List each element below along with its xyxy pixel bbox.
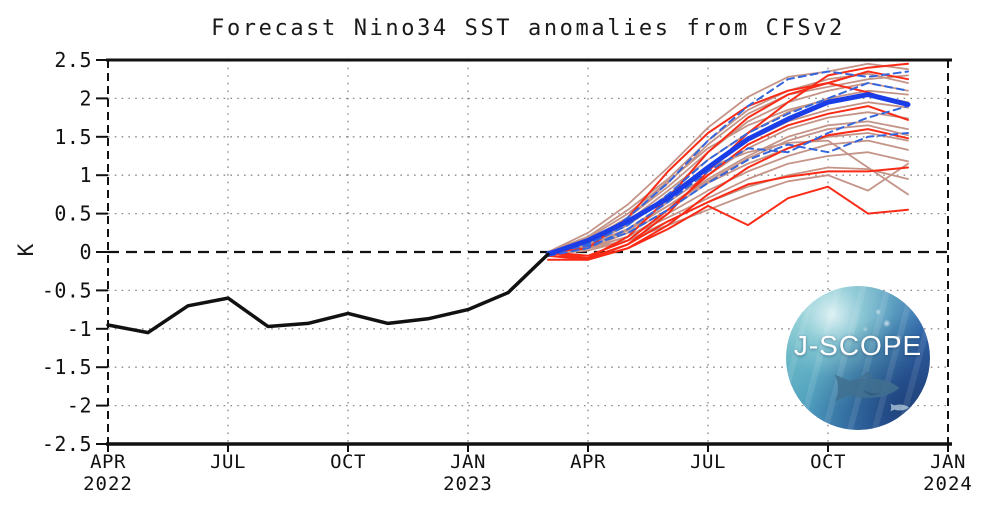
jscope-logo-text: J-SCOPE [793,330,923,361]
x-tick-label: APR [570,451,606,473]
series-member-02 [547,72,909,253]
x-tick-label: APR [90,451,126,473]
x-tick-label: JUL [690,451,726,473]
x-tick-label: OCT [810,451,846,473]
y-tick-label: -0.5 [42,278,92,302]
series-member-07 [547,120,909,253]
x-tick-year-label: 2024 [923,473,973,495]
x-tick-year-label: 2023 [443,473,493,495]
y-tick-label: 1 [79,163,92,187]
series-observed [106,252,550,335]
series-ensemble-mean [545,92,911,257]
y-tick-label: -2.5 [42,432,92,456]
chart-title: Forecast Nino34 SST anomalies from CFSv2 [211,16,845,41]
y-tick-label: 0.5 [54,202,92,226]
x-tick-year-label: 2022 [83,473,133,495]
series-member-22 [547,166,909,260]
series-member-11 [547,166,909,253]
x-tick-label: JUL [210,451,246,473]
y-tick-label: 0 [79,240,92,264]
series-member-23 [547,185,909,261]
series-member-01 [547,62,909,253]
y-tick-label: -1.5 [42,355,92,379]
series-member-15 [547,74,909,253]
x-tick-label: JAN [450,451,486,473]
small-fish-icon [890,403,909,412]
jscope-logo: J-SCOPE [786,286,930,430]
fish-icon [834,371,900,402]
y-tick-label: 2 [79,86,92,110]
series-member-27 [547,132,909,253]
series-member-12 [547,162,909,256]
series-member-08 [547,132,909,253]
x-tick-label: OCT [330,451,366,473]
series-member-25 [547,82,909,253]
x-tick-label: JAN [930,451,966,473]
y-tick-label: 2.5 [54,48,92,72]
y-tick-label: -1 [67,317,92,341]
y-tick-label: 1.5 [54,125,92,149]
y-tick-label: -2 [67,394,92,418]
